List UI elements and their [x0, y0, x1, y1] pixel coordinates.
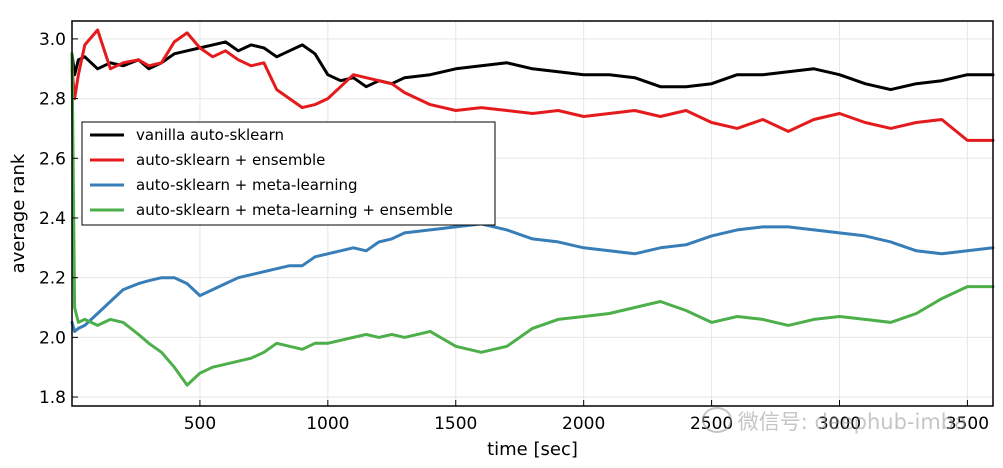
- x-axis-label: time [sec]: [487, 439, 578, 460]
- y-tick-label: 3.0: [39, 30, 66, 50]
- x-tick-label: 1500: [434, 414, 477, 434]
- x-tick-label: 3500: [946, 414, 989, 434]
- watermark-text: 微信号: deephub-imba: [737, 410, 967, 434]
- legend: vanilla auto-sklearn auto-sklearn + ensem…: [81, 121, 496, 226]
- watermark: 微信号: deephub-imba: [701, 406, 967, 436]
- x-tick-label: 2000: [562, 414, 605, 434]
- y-tick-label: 2.0: [39, 328, 66, 348]
- ticks: 500 1000 1500 2000 2500 3000 35001.82.02.22.42…: [39, 30, 989, 434]
- legend-label: auto-sklearn + ensemble: [136, 151, 325, 169]
- y-axis-label: average rank: [8, 153, 29, 273]
- y-tick-label: 1.8: [39, 388, 66, 408]
- legend-label: auto-sklearn + meta-learning + ensemble: [136, 201, 453, 219]
- x-tick-label: 1000: [306, 414, 349, 434]
- x-tick-label: 500: [184, 414, 216, 434]
- y-tick-label: 2.2: [39, 269, 66, 289]
- series-line-2: [70, 28, 995, 142]
- wechat-icon: [701, 407, 732, 433]
- legend-box: [81, 121, 496, 226]
- series-line-4: [70, 52, 995, 387]
- x-tick-label: 3000: [818, 414, 861, 434]
- plot-frame: [71, 20, 994, 407]
- series-group: [70, 28, 995, 387]
- y-tick-label: 2.8: [39, 90, 66, 110]
- legend-label: auto-sklearn + meta-learning: [136, 176, 358, 194]
- y-tick-label: 2.6: [39, 149, 66, 169]
- legend-label: vanilla auto-sklearn: [136, 126, 284, 144]
- series-line-3: [70, 222, 995, 333]
- series-line-1: [70, 40, 995, 92]
- y-tick-label: 2.4: [39, 209, 66, 229]
